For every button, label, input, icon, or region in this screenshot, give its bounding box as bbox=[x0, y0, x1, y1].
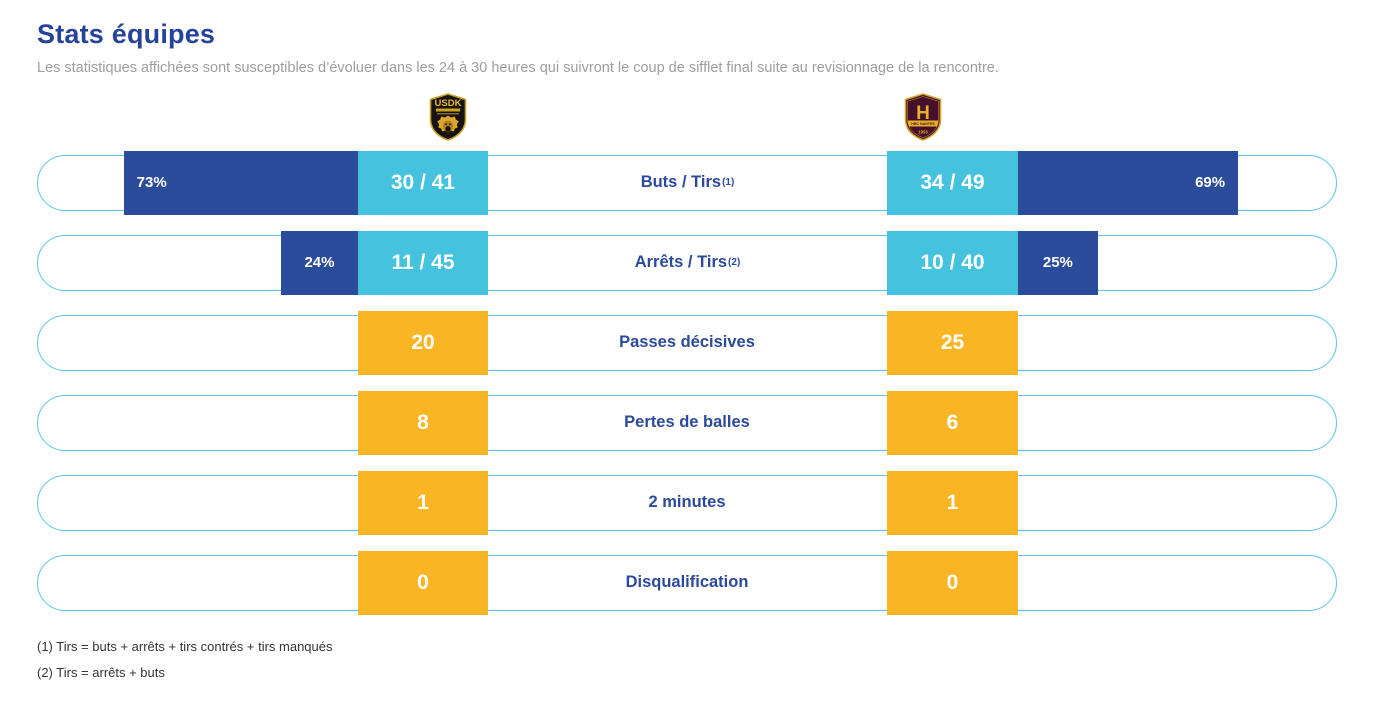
home-value: 0 bbox=[358, 550, 488, 615]
footnote-2: (2) Tirs = arrêts + buts bbox=[37, 664, 165, 680]
stat-row-pill bbox=[37, 234, 1337, 291]
stat-label: 2 minutes bbox=[648, 493, 726, 512]
stat-row: 20 Passes décisives 25 bbox=[37, 310, 1337, 375]
stat-label: Arrêts / Tirs (2) bbox=[634, 253, 741, 272]
away-value: 10 / 40 bbox=[887, 230, 1018, 295]
page-title: Stats équipes bbox=[37, 19, 216, 49]
footnotes: (1) Tirs = buts + arrêts + tirs contrés … bbox=[37, 639, 1337, 680]
stat-row: 73% 30 / 41 Buts / Tirs (1) 34 / 49 69% bbox=[37, 150, 1337, 215]
stats-rows: 73% 30 / 41 Buts / Tirs (1) 34 / 49 69% 2… bbox=[37, 150, 1337, 615]
team-logos-row: USDK H HBC NANTES 1953 bbox=[37, 92, 1337, 141]
hbc-nantes-logo: H HBC NANTES 1953 bbox=[904, 92, 942, 141]
svg-text:HBC NANTES: HBC NANTES bbox=[911, 122, 935, 126]
usdk-dunkerque-logo: USDK bbox=[429, 92, 467, 141]
stat-row-pill bbox=[37, 554, 1337, 611]
stat-label: Pertes de balles bbox=[624, 413, 750, 432]
svg-text:USDK: USDK bbox=[435, 98, 462, 109]
home-value: 8 bbox=[358, 390, 488, 455]
stat-row: 1 2 minutes 1 bbox=[37, 470, 1337, 535]
home-value: 20 bbox=[358, 310, 488, 375]
stats-page: Stats équipes Les statistiques affichées… bbox=[37, 19, 1337, 680]
away-value: 34 / 49 bbox=[887, 150, 1018, 215]
stat-label: Buts / Tirs (1) bbox=[640, 173, 735, 192]
stat-row-pill bbox=[37, 394, 1337, 451]
svg-text:H: H bbox=[916, 103, 930, 124]
away-pct-bar: 69% bbox=[1018, 150, 1239, 215]
home-value: 11 / 45 bbox=[358, 230, 488, 295]
home-value: 1 bbox=[358, 470, 488, 535]
page-subtitle: Les statistiques affichées sont suscepti… bbox=[37, 59, 999, 76]
away-pct-bar: 25% bbox=[1018, 230, 1098, 295]
stat-row: 0 Disqualification 0 bbox=[37, 550, 1337, 615]
home-value: 30 / 41 bbox=[358, 150, 488, 215]
stat-row-pill bbox=[37, 314, 1337, 371]
away-value: 0 bbox=[887, 550, 1018, 615]
stat-label: Disqualification bbox=[625, 573, 749, 592]
stat-row: 8 Pertes de balles 6 bbox=[37, 390, 1337, 455]
away-value: 6 bbox=[887, 390, 1018, 455]
away-value: 25 bbox=[887, 310, 1018, 375]
stat-label: Passes décisives bbox=[619, 333, 755, 352]
home-pct-bar: 73% bbox=[123, 150, 358, 215]
home-pct-bar: 24% bbox=[280, 230, 358, 295]
stat-row: 24% 11 / 45 Arrêts / Tirs (2) 10 / 40 25% bbox=[37, 230, 1337, 295]
footnote-1: (1) Tirs = buts + arrêts + tirs contrés … bbox=[37, 638, 333, 654]
away-value: 1 bbox=[887, 470, 1018, 535]
svg-text:1953: 1953 bbox=[918, 129, 928, 134]
stat-row-pill bbox=[37, 474, 1337, 531]
